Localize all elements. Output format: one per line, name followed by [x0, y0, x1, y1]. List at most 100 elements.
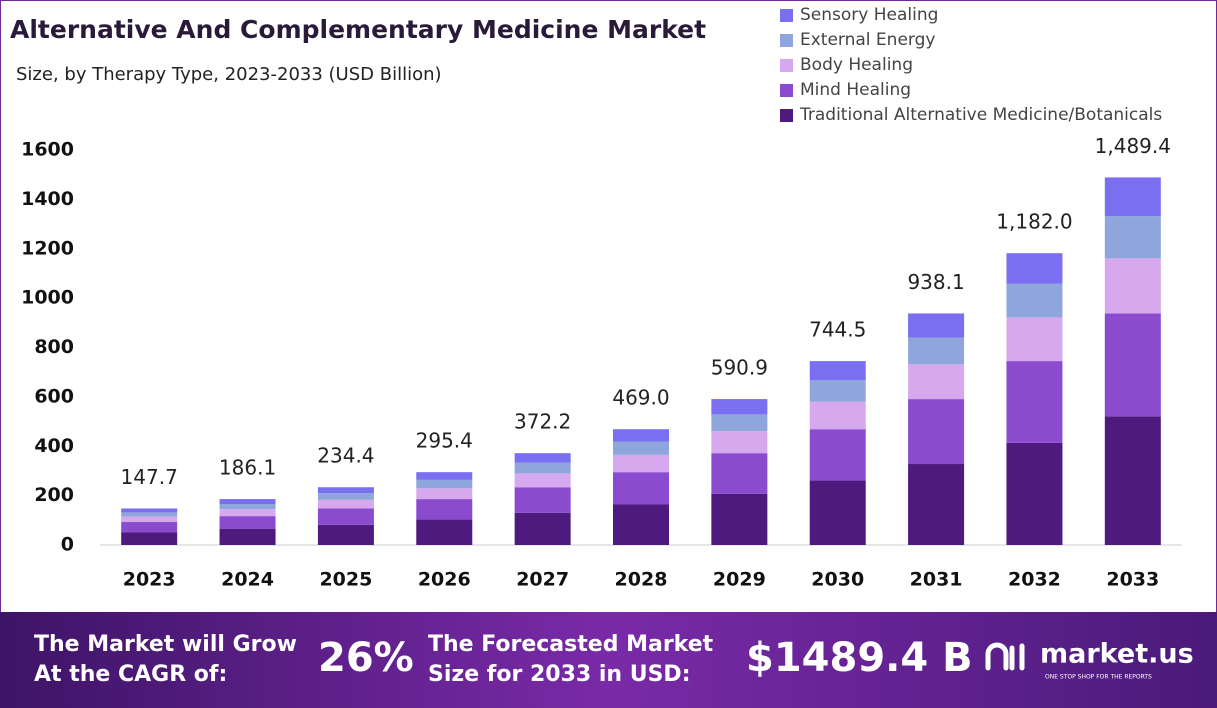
bar-segment: [1104, 313, 1161, 417]
y-tick-label: 1200: [21, 237, 74, 259]
forecast-value: $1489.4 B: [746, 635, 973, 681]
bar-segment: [416, 472, 473, 480]
legend-swatch: [780, 9, 793, 22]
bar-segment: [219, 499, 276, 505]
bar-segment: [219, 509, 276, 517]
bar-segment: [908, 399, 965, 465]
bar-segment: [711, 453, 768, 494]
x-tick-label: 2024: [221, 569, 274, 591]
x-tick-label: 2033: [1106, 569, 1159, 591]
bar-segment: [514, 462, 571, 474]
legend-label: Body Healing: [800, 55, 913, 75]
legend-label: Mind Healing: [800, 80, 911, 100]
bar-segment: [1104, 258, 1161, 314]
legend-label: Sensory Healing: [800, 5, 938, 25]
bar-segment: [514, 487, 571, 513]
legend-label: External Energy: [800, 30, 935, 50]
bar-segment: [1104, 216, 1161, 259]
bar-segment: [908, 313, 965, 338]
cagr-text: At the CAGR of:: [34, 662, 227, 687]
bar-segment: [613, 429, 669, 442]
y-tick-label: 1000: [21, 287, 74, 309]
bar-segment: [121, 522, 178, 533]
bar-segment: [809, 401, 866, 430]
bar-segment: [711, 493, 768, 545]
bar-segment: [121, 508, 178, 513]
brand-name: market.us: [1040, 639, 1194, 670]
total-label: 938.1: [907, 270, 964, 294]
bar-segment: [121, 532, 178, 545]
x-tick-label: 2025: [319, 569, 372, 591]
total-label: 147.7: [121, 465, 178, 489]
bar-segment: [514, 512, 571, 545]
bar-segment: [613, 454, 669, 473]
bar-segment: [1006, 317, 1063, 362]
legend-swatch: [780, 109, 793, 122]
bar-segment: [317, 524, 374, 545]
cagr-value: 26%: [318, 635, 414, 681]
bar-segment: [317, 487, 374, 494]
bar-segment: [613, 441, 669, 455]
chart-title: Alternative And Complementary Medicine M…: [10, 15, 706, 44]
total-label: 1,182.0: [996, 210, 1072, 234]
footer: The Market will Grow At the CAGR of: 26%…: [34, 632, 1194, 687]
total-label: 744.5: [809, 318, 866, 342]
bar-segment: [1006, 361, 1063, 443]
bar-segment: [317, 499, 374, 509]
bar-segment: [809, 380, 866, 402]
y-tick-label: 200: [34, 484, 74, 506]
bar-segment: [1006, 283, 1063, 318]
bar-segment: [1104, 416, 1161, 545]
bar-segment: [416, 499, 473, 520]
total-label: 469.0: [612, 386, 669, 410]
footer-banner: [0, 612, 1217, 708]
y-tick-label: 1400: [21, 188, 74, 210]
legend-swatch: [780, 59, 793, 72]
bar-segment: [219, 504, 276, 510]
bar-segment: [121, 516, 178, 523]
x-tick-label: 2031: [910, 569, 963, 591]
total-label: 295.4: [416, 429, 473, 453]
total-label: 1,489.4: [1095, 134, 1171, 158]
bar-segment: [809, 429, 866, 481]
bar-segment: [908, 464, 965, 545]
y-tick-label: 1600: [21, 139, 74, 161]
total-label: 372.2: [514, 410, 571, 434]
x-tick-label: 2032: [1008, 569, 1061, 591]
bar-segment: [514, 473, 571, 488]
bar-segment: [317, 493, 374, 500]
bar-segment: [1006, 253, 1063, 284]
total-label: 590.9: [711, 356, 768, 380]
bar-segment: [613, 504, 669, 545]
bar-segment: [317, 508, 374, 525]
cagr-text: The Market will Grow: [34, 632, 297, 657]
x-tick-label: 2030: [811, 569, 864, 591]
total-label: 234.4: [317, 444, 374, 468]
y-tick-label: 0: [61, 534, 74, 556]
x-tick-label: 2029: [713, 569, 766, 591]
y-tick-label: 600: [34, 385, 74, 407]
x-tick-label: 2027: [516, 569, 569, 591]
x-tick-label: 2023: [123, 569, 176, 591]
brand-logo: [985, 642, 1025, 671]
bar-segment: [416, 479, 473, 489]
legend-swatch: [780, 34, 793, 47]
total-label: 186.1: [219, 456, 276, 480]
bar-segment: [711, 399, 768, 415]
bar-segment: [1006, 442, 1063, 545]
bar-segment: [514, 453, 571, 463]
bar-segment: [121, 512, 178, 517]
bar-segment: [711, 414, 768, 432]
bar-segment: [711, 431, 768, 454]
bar-segment: [416, 519, 473, 545]
bar-segment: [1104, 177, 1161, 217]
legend-label: Traditional Alternative Medicine/Botanic…: [799, 105, 1162, 125]
x-tick-label: 2026: [418, 569, 471, 591]
bar-segment: [416, 488, 473, 500]
y-tick-label: 400: [34, 435, 74, 457]
bar-segment: [908, 364, 965, 400]
x-tick-label: 2028: [615, 569, 668, 591]
y-tick-label: 800: [34, 336, 74, 358]
brand-tagline: ONE STOP SHOP FOR THE REPORTS: [1045, 674, 1152, 681]
